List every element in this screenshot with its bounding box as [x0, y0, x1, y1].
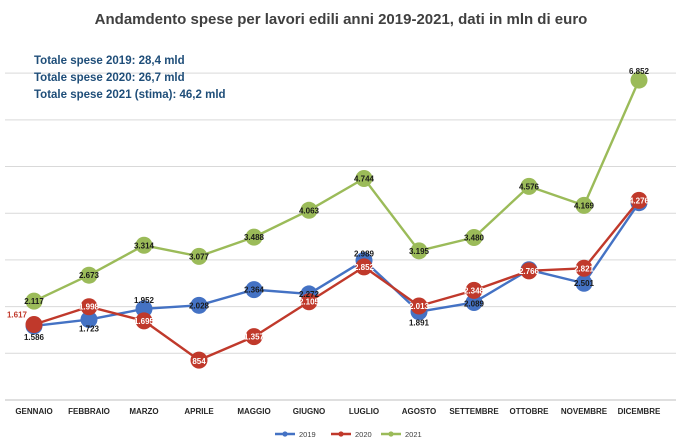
data-point-2019	[245, 281, 263, 299]
x-tick-label: LUGLIO	[349, 407, 379, 416]
data-point-2021	[190, 247, 208, 265]
data-point-2019	[135, 300, 153, 318]
total-2021: Totale spese 2021 (stima): 46,2 mld	[34, 89, 226, 101]
data-point-2019	[80, 311, 98, 329]
data-label-2020: 1.357	[244, 333, 265, 342]
data-point-2020	[300, 293, 318, 311]
data-label-2019: 2.089	[464, 299, 485, 308]
data-point-2020	[520, 262, 538, 280]
data-label-2021: 3.480	[464, 234, 485, 243]
data-point-2021	[575, 196, 593, 214]
legend: 2019 2020 2021	[275, 430, 422, 439]
data-label-2021: 2.117	[24, 297, 44, 306]
data-label-2021: 3.488	[244, 233, 265, 242]
data-label-2020: 2.852	[354, 263, 375, 272]
data-point-2020	[630, 191, 648, 209]
data-label-2021: 3.195	[409, 247, 430, 256]
data-point-2021	[630, 71, 648, 89]
data-label-2019: 1.723	[79, 325, 100, 334]
data-label-2021: 2.673	[79, 271, 100, 280]
data-point-2020	[245, 328, 263, 346]
data-point-2021	[465, 229, 483, 247]
data-point-2021	[25, 292, 43, 310]
data-point-2021	[355, 170, 373, 188]
x-axis: GENNAIO FEBBRAIO MARZO APRILE MAGGIO GIUGNO LU…	[15, 407, 661, 416]
data-label-2021: 6.852	[629, 67, 650, 76]
x-tick-label: AGOSTO	[402, 407, 437, 416]
data-label-2021: 3.077	[189, 252, 210, 261]
data-label-2021: 4.576	[519, 182, 540, 191]
data-label-2019: 1.891	[409, 319, 430, 328]
x-tick-label: NOVEMBRE	[561, 407, 608, 416]
legend-label-2021: 2021	[405, 430, 422, 439]
data-label-2019: 2.364	[244, 286, 265, 295]
x-tick-label: DICEMBRE	[618, 407, 661, 416]
data-point-2020	[355, 258, 373, 276]
data-label-2020: 1.998	[79, 303, 100, 312]
x-tick-label: GENNAIO	[15, 407, 52, 416]
chart-title: Andamdento spese per lavori edili anni 2…	[95, 11, 588, 28]
data-point-2020	[80, 298, 98, 316]
data-label-2019: 2.501	[574, 279, 595, 288]
total-2019: Totale spese 2019: 28,4 mld	[34, 55, 185, 67]
series-2021	[25, 71, 648, 310]
data-point-2019	[575, 274, 593, 292]
data-point-2020	[575, 259, 593, 277]
legend-label-2019: 2019	[299, 430, 316, 439]
data-label-2021: 4.063	[299, 206, 320, 215]
data-label-2020: 2.821	[574, 264, 595, 273]
data-label-2020: 2.013	[409, 302, 430, 311]
data-label-2019: 2.272	[299, 290, 320, 299]
data-point-2021	[135, 236, 153, 254]
x-tick-label: SETTEMBRE	[449, 407, 499, 416]
series-line-2019	[33, 202, 640, 328]
data-point-2021	[80, 266, 98, 284]
data-point-2020	[135, 312, 153, 330]
data-labels: 1.586 1.723 1.952 2.028 2.364 2.272 2.989 1.891…	[7, 67, 650, 366]
legend-marker-2021	[388, 431, 394, 437]
data-label-2020: 2.766	[519, 267, 540, 276]
data-label-2021: 3.314	[134, 241, 155, 250]
data-label-2020: 2.348	[464, 286, 485, 295]
x-tick-label: MARZO	[129, 407, 158, 416]
legend-label-2020: 2020	[355, 430, 372, 439]
data-label-2020: 1.695	[134, 317, 155, 326]
data-point-2020	[465, 281, 483, 299]
data-label-2020: 1.617	[7, 311, 28, 320]
series-group	[25, 71, 648, 369]
data-label-2020: 4.276	[629, 196, 650, 205]
data-point-2020	[25, 316, 43, 334]
data-point-2021	[520, 177, 538, 195]
grid-lines	[5, 72, 676, 401]
series-2020	[25, 191, 648, 369]
data-label-2019: 2.989	[354, 249, 375, 258]
data-label-2019: 1.586	[24, 333, 45, 342]
data-point-2019	[465, 293, 483, 311]
data-point-2020	[190, 351, 208, 369]
x-tick-label: GIUGNO	[293, 407, 325, 416]
data-point-2020	[410, 297, 428, 315]
data-label-2021: 4.169	[574, 201, 595, 210]
data-point-2021	[410, 242, 428, 260]
x-tick-label: APRILE	[184, 407, 214, 416]
x-tick-label: MAGGIO	[237, 407, 270, 416]
data-label-2019: 2.028	[189, 301, 210, 310]
series-line-2020	[33, 199, 640, 362]
data-label-2020: 854	[192, 357, 206, 366]
data-point-2021	[300, 201, 318, 219]
x-tick-label: OTTOBRE	[510, 407, 550, 416]
data-point-2021	[245, 228, 263, 246]
series-line-2021	[33, 79, 641, 303]
data-label-2021: 4.744	[354, 175, 375, 184]
data-point-2019	[190, 296, 208, 314]
total-2020: Totale spese 2020: 26,7 mld	[34, 72, 185, 84]
x-tick-label: FEBBRAIO	[68, 407, 110, 416]
data-label-2020: 2.105	[299, 298, 320, 307]
legend-marker-2020	[338, 431, 344, 437]
legend-marker-2019	[282, 431, 288, 437]
data-label-2019: 1.952	[134, 296, 155, 305]
